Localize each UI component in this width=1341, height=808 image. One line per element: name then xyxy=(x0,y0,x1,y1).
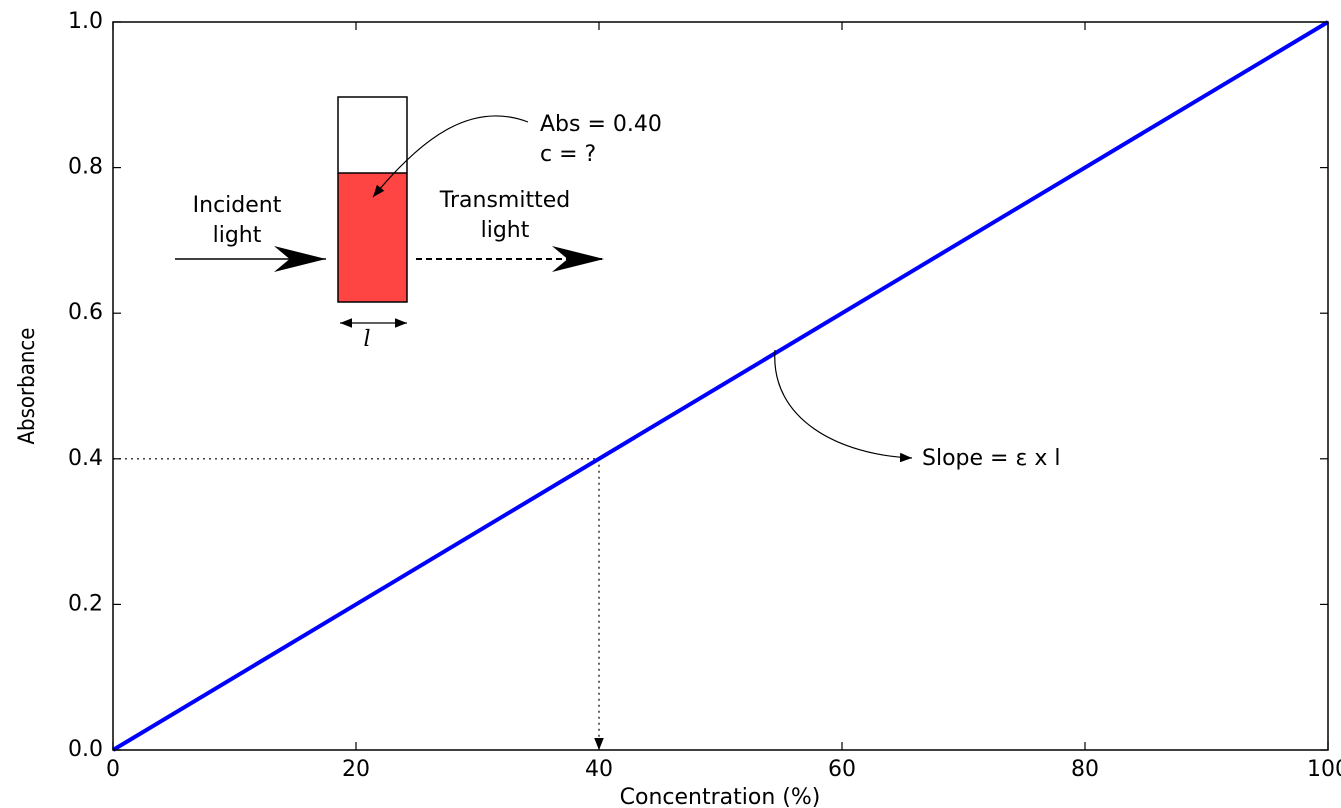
y-tick-label: 0.2 xyxy=(68,591,103,616)
abs-annotation: Abs = 0.40 xyxy=(540,112,662,137)
cuvette-diagram: Abs = 0.40 c = ? Incident light Transmit… xyxy=(175,96,1060,471)
y-tick-label: 0.4 xyxy=(68,446,103,471)
slope-arrow xyxy=(774,349,913,463)
x-axis-label: Concentration (%) xyxy=(620,785,821,808)
x-tick-label: 100 xyxy=(1307,757,1341,782)
y-tick-label: 0.6 xyxy=(68,300,103,325)
abs-arrow xyxy=(372,115,529,198)
slope-annotation: Slope = ε x l xyxy=(922,446,1060,471)
cuvette xyxy=(337,96,408,303)
path-length-label: l xyxy=(363,327,370,352)
data-line xyxy=(111,20,1330,752)
transmitted-label: Transmitted xyxy=(439,188,570,213)
incident-label: Incident xyxy=(193,193,282,218)
cuvette-liquid xyxy=(338,173,407,302)
incident-label: light xyxy=(213,223,262,248)
y-tick-label: 1.0 xyxy=(68,9,103,34)
y-tick-label: 0.0 xyxy=(68,737,103,762)
x-tick-label: 80 xyxy=(1071,757,1099,782)
x-tick-label: 60 xyxy=(828,757,856,782)
transmitted-label: light xyxy=(481,218,530,243)
x-tick-label: 20 xyxy=(342,757,370,782)
axes-frame xyxy=(112,21,1329,751)
x-tick-label: 40 xyxy=(585,757,613,782)
y-tick-label: 0.8 xyxy=(68,155,103,180)
conc-annotation: c = ? xyxy=(540,142,596,167)
x-tick-label: 0 xyxy=(106,757,120,782)
plot-area: 0 20 40 60 80 100 0.0 0.2 0.4 0.6 0.8 1.0 xyxy=(68,9,1341,782)
y-axis-label: Absorbance xyxy=(15,328,40,445)
